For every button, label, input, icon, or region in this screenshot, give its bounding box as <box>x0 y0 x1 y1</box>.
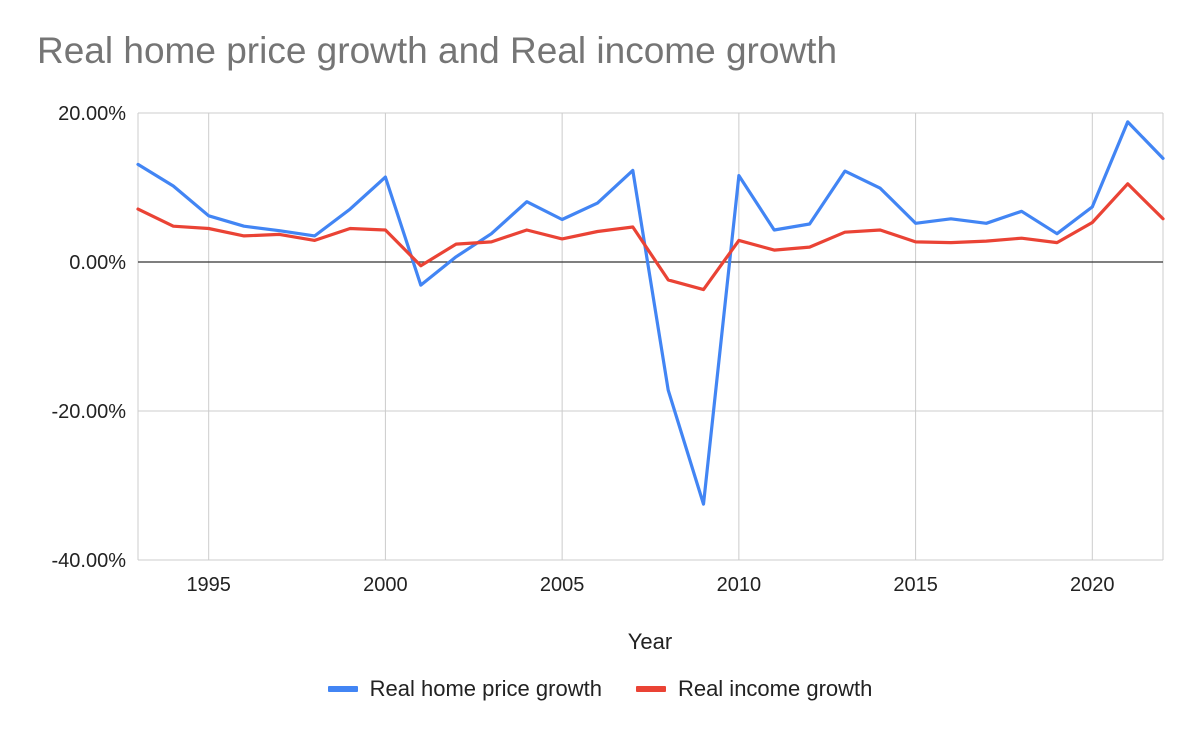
series-line-home-price[interactable] <box>136 120 1165 506</box>
grid-lines <box>137 112 1164 561</box>
x-tick-label: 2005 <box>540 574 585 596</box>
x-tick-label: 1995 <box>186 574 231 596</box>
legend-label-home-price: Real home price growth <box>369 676 602 701</box>
chart-title: Real home price growth and Real income g… <box>37 30 838 71</box>
legend: Real home price growth Real income growt… <box>0 676 1200 702</box>
tick-labels: 20.00% 0.00% -20.00% -40.00% 1995 2000 2005 201… <box>52 103 1115 596</box>
legend-swatch-home-price <box>327 686 358 692</box>
legend-swatch-income <box>635 686 666 692</box>
series-lines <box>136 120 1165 506</box>
x-tick-label: 2010 <box>717 574 762 596</box>
y-tick-label: 20.00% <box>58 103 126 125</box>
series-line-income[interactable] <box>136 182 1165 292</box>
x-axis-title: Year <box>627 629 673 654</box>
legend-item-income[interactable]: Real income growth <box>635 676 873 702</box>
y-tick-label: -20.00% <box>52 401 127 423</box>
x-tick-label: 2015 <box>893 574 938 596</box>
legend-label-income: Real income growth <box>677 676 873 701</box>
y-tick-label: 0.00% <box>69 252 126 274</box>
x-tick-label: 2020 <box>1070 574 1115 596</box>
legend-item-home-price[interactable]: Real home price growth <box>327 676 602 702</box>
x-tick-label: 2000 <box>363 574 408 596</box>
y-tick-label: -40.00% <box>52 550 127 572</box>
